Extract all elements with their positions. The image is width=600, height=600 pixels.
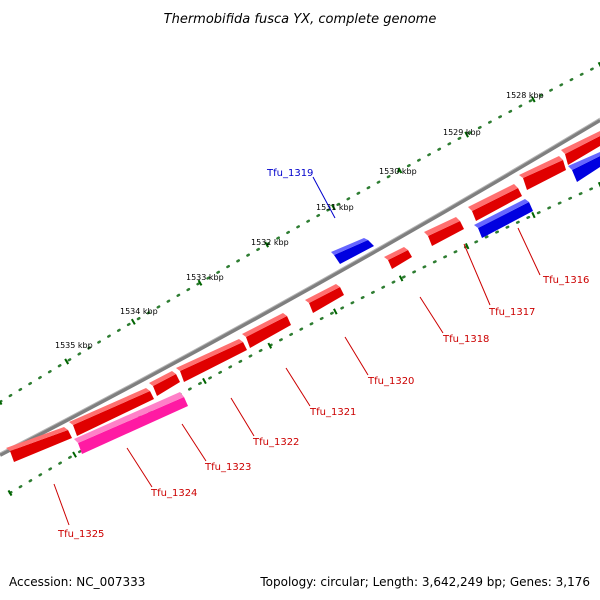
scale-label-1528: 1528 kbp: [506, 91, 544, 100]
inner-scale-track: [8, 183, 600, 495]
gene-labels: Tfu_1316 Tfu_1317 Tfu_1318 Tfu_1319 Tfu_…: [57, 168, 589, 540]
scale-label-1535: 1535 kbp: [55, 341, 93, 350]
gene-label-Tfu_1323[interactable]: Tfu_1323: [204, 462, 251, 473]
scale-label-1530: 1530 kbp: [379, 167, 417, 176]
gene-Tfu_1324-highlight[interactable]: [74, 392, 188, 454]
gene-label-Tfu_1319[interactable]: Tfu_1319: [266, 168, 313, 179]
topology-text: Topology: circular; Length: 3,642,249 bp…: [259, 575, 590, 589]
scale-tick: [7, 489, 13, 497]
gene-Tfu_1317-rev[interactable]: [474, 199, 533, 238]
gene-Tfu_1325[interactable]: [6, 427, 72, 462]
gene-Tfu_1316-rev[interactable]: [568, 152, 600, 182]
gene-label-Tfu_1325[interactable]: Tfu_1325: [57, 529, 104, 540]
scale-label-1533: 1533 kbp: [186, 273, 224, 282]
scale-tick: [464, 131, 469, 138]
genome-backbone: [0, 118, 600, 457]
gene-label-Tfu_1322[interactable]: Tfu_1322: [252, 437, 299, 448]
gene-Tfu_1316a[interactable]: [561, 131, 600, 165]
scale-tick: [72, 451, 77, 458]
scale-tick: [202, 377, 207, 385]
scale-tick: [0, 400, 3, 406]
gene-Tfu_1323[interactable]: [149, 371, 180, 396]
gene-Tfu_1319[interactable]: [331, 238, 374, 264]
accession-text: Accession: NC_007333: [9, 575, 145, 589]
scale-tick: [531, 96, 536, 103]
gene-features: [6, 131, 600, 462]
gene-label-Tfu_1318[interactable]: Tfu_1318: [442, 334, 489, 345]
scale-tick: [331, 204, 336, 211]
gene-Tfu_1317[interactable]: [468, 184, 522, 221]
scale-tick: [597, 61, 600, 68]
gene-Tfu_1319b[interactable]: [384, 247, 412, 269]
scale-label-1531: 1531 kbp: [316, 203, 354, 212]
scale-tick: [597, 181, 600, 188]
gene-label-Tfu_1317[interactable]: Tfu_1317: [488, 307, 535, 318]
scale-label-1532: 1532 kbp: [251, 238, 289, 247]
gene-leader-lines: [53, 176, 541, 526]
scale-tick: [398, 275, 404, 282]
gene-Tfu_1318[interactable]: [424, 217, 464, 246]
gene-Tfu_1320[interactable]: [305, 284, 344, 313]
scale-label-1529: 1529 kbp: [443, 128, 481, 137]
outer-major-ticks: [0, 61, 600, 406]
map-title: Thermobifida fusca YX, complete genome: [164, 12, 437, 27]
outer-scale-track: [0, 63, 600, 404]
gene-Tfu_1321[interactable]: [242, 313, 291, 348]
gene-label-Tfu_1321[interactable]: Tfu_1321: [309, 407, 356, 418]
scale-tick: [267, 342, 273, 349]
inner-major-ticks: [7, 181, 600, 497]
scale-tick: [531, 211, 536, 219]
gene-label-Tfu_1316[interactable]: Tfu_1316: [542, 275, 589, 286]
scale-tick: [464, 243, 470, 250]
scale-tick: [64, 358, 70, 365]
scale-tick: [264, 241, 270, 248]
gene-Tfu_1316b[interactable]: [519, 156, 566, 190]
gene-label-Tfu_1320[interactable]: Tfu_1320: [367, 376, 414, 387]
gene-Tfu_1324[interactable]: [69, 388, 154, 436]
gene-Tfu_1322[interactable]: [176, 339, 247, 382]
scale-tick: [397, 167, 403, 174]
scale-tick: [130, 318, 136, 325]
scale-label-1534: 1534 kbp: [120, 307, 158, 316]
scale-tick: [197, 279, 203, 286]
scale-tick: [333, 308, 338, 315]
gene-label-Tfu_1324[interactable]: Tfu_1324: [150, 488, 197, 499]
